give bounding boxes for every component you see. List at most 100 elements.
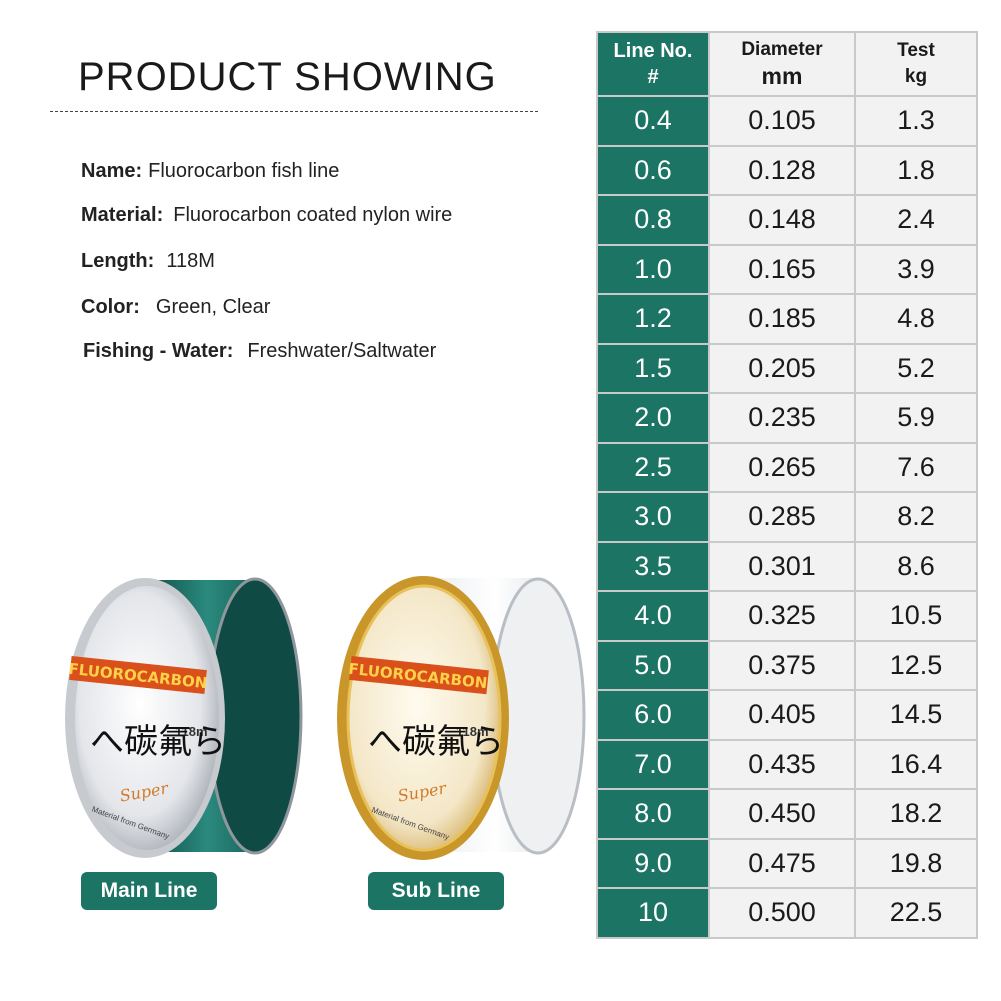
cell-test: 1.8	[854, 144, 978, 196]
table-row: 0.4 0.105 1.3	[596, 95, 978, 147]
table-row: 10 0.500 22.5	[596, 887, 978, 939]
spec-water: Fishing - Water: Freshwater/Saltwater	[83, 340, 436, 363]
table-row: 0.6 0.128 1.8	[596, 144, 978, 196]
table-row: 1.0 0.165 3.9	[596, 243, 978, 295]
table-row: 3.0 0.285 8.2	[596, 491, 978, 543]
cell-diameter: 0.105	[708, 95, 856, 147]
table-row: 9.0 0.475 19.8	[596, 837, 978, 889]
table-row: 2.0 0.235 5.9	[596, 392, 978, 444]
table-row: 5.0 0.375 12.5	[596, 639, 978, 691]
main-line-button[interactable]: Main Line	[81, 872, 217, 910]
cell-test: 22.5	[854, 887, 978, 939]
cell-line-no: 2.5	[596, 441, 710, 493]
cell-diameter: 0.265	[708, 441, 856, 493]
header-line2: kg	[904, 66, 928, 87]
spec-value: 118M	[166, 250, 215, 272]
cell-line-no: 0.6	[596, 144, 710, 196]
sub-line-label: Sub Line	[391, 879, 481, 902]
spec-name: Name: Fluorocarbon fish line	[81, 160, 339, 183]
cell-diameter: 0.165	[708, 243, 856, 295]
header-line2: #	[647, 66, 659, 88]
table-row: 1.2 0.185 4.8	[596, 293, 978, 345]
cell-test: 4.8	[854, 293, 978, 345]
sub-line-button[interactable]: Sub Line	[368, 872, 504, 910]
table-row: 6.0 0.405 14.5	[596, 689, 978, 741]
table-header-row: Line No. # Diameter mm Test kg	[596, 31, 978, 97]
sub-spool-length: 118m	[456, 724, 489, 739]
spec-key: Length:	[81, 250, 155, 272]
svg-text:へ碳氟ら: へ碳氟ら	[90, 722, 226, 762]
sub-line-spool-image: FLUOROCARBON 118m へ碳氟ら Super Material fr…	[337, 576, 586, 860]
spec-key: Fishing - Water:	[83, 340, 234, 362]
table-row: 3.5 0.301 8.6	[596, 540, 978, 592]
svg-text:へ碳氟ら: へ碳氟ら	[368, 722, 504, 762]
cell-diameter: 0.301	[708, 540, 856, 592]
cell-test: 3.9	[854, 243, 978, 295]
header-line1: Test	[897, 40, 935, 61]
spec-value: Fluorocarbon fish line	[148, 160, 340, 182]
cell-line-no: 0.8	[596, 194, 710, 246]
cell-diameter: 0.128	[708, 144, 856, 196]
table-row: 8.0 0.450 18.2	[596, 788, 978, 840]
cell-diameter: 0.375	[708, 639, 856, 691]
main-line-label: Main Line	[100, 879, 198, 902]
cell-line-no: 1.5	[596, 342, 710, 394]
cell-diameter: 0.148	[708, 194, 856, 246]
cell-test: 7.6	[854, 441, 978, 493]
spec-value: Green, Clear	[155, 296, 271, 318]
cell-line-no: 1.0	[596, 243, 710, 295]
cell-line-no: 3.0	[596, 491, 710, 543]
header-line2: mm	[761, 62, 803, 89]
cell-test: 8.2	[854, 491, 978, 543]
table-row: 7.0 0.435 16.4	[596, 738, 978, 790]
header-line1: Diameter	[741, 38, 823, 60]
spec-length: Length: 118M	[81, 250, 215, 273]
spec-key: Name:	[81, 160, 143, 182]
cell-line-no: 2.0	[596, 392, 710, 444]
cell-diameter: 0.205	[708, 342, 856, 394]
cell-line-no: 6.0	[596, 689, 710, 741]
cell-line-no: 9.0	[596, 837, 710, 889]
cell-test: 14.5	[854, 689, 978, 741]
cell-line-no: 3.5	[596, 540, 710, 592]
line-spec-table: Line No. # Diameter mm Test kg 0.4 0.105 1.3 0…	[596, 31, 978, 939]
spec-key: Color:	[81, 296, 140, 318]
spec-material: Material: Fluorocarbon coated nylon wire	[81, 204, 452, 227]
cell-diameter: 0.475	[708, 837, 856, 889]
cell-diameter: 0.405	[708, 689, 856, 741]
cell-test: 5.2	[854, 342, 978, 394]
header-diameter: Diameter mm	[708, 31, 856, 97]
table-row: 0.8 0.148 2.4	[596, 194, 978, 246]
table-row: 4.0 0.325 10.5	[596, 590, 978, 642]
cell-diameter: 0.435	[708, 738, 856, 790]
cell-diameter: 0.450	[708, 788, 856, 840]
cell-diameter: 0.235	[708, 392, 856, 444]
main-spool-length: 118m	[175, 724, 208, 739]
main-line-spool-image: FLUOROCARBON 118m へ碳氟ら Super Material fr…	[65, 577, 303, 858]
table-row: 1.5 0.205 5.2	[596, 342, 978, 394]
cell-test: 8.6	[854, 540, 978, 592]
cell-diameter: 0.285	[708, 491, 856, 543]
header-test: Test kg	[854, 31, 978, 97]
table-row: 2.5 0.265 7.6	[596, 441, 978, 493]
cell-line-no: 5.0	[596, 639, 710, 691]
header-line-no: Line No. #	[596, 31, 710, 97]
title-divider	[50, 111, 538, 112]
cell-diameter: 0.325	[708, 590, 856, 642]
cell-test: 18.2	[854, 788, 978, 840]
cell-diameter: 0.185	[708, 293, 856, 345]
cell-line-no: 4.0	[596, 590, 710, 642]
cell-diameter: 0.500	[708, 887, 856, 939]
cell-test: 2.4	[854, 194, 978, 246]
header-line1: Line No.	[613, 40, 693, 62]
spec-color: Color: Green, Clear	[81, 296, 270, 319]
cell-line-no: 0.4	[596, 95, 710, 147]
cell-line-no: 8.0	[596, 788, 710, 840]
cell-line-no: 1.2	[596, 293, 710, 345]
spec-value: Fluorocarbon coated nylon wire	[173, 204, 453, 226]
spec-key: Material:	[81, 204, 164, 226]
cell-test: 5.9	[854, 392, 978, 444]
cell-test: 19.8	[854, 837, 978, 889]
cell-test: 10.5	[854, 590, 978, 642]
cell-test: 16.4	[854, 738, 978, 790]
